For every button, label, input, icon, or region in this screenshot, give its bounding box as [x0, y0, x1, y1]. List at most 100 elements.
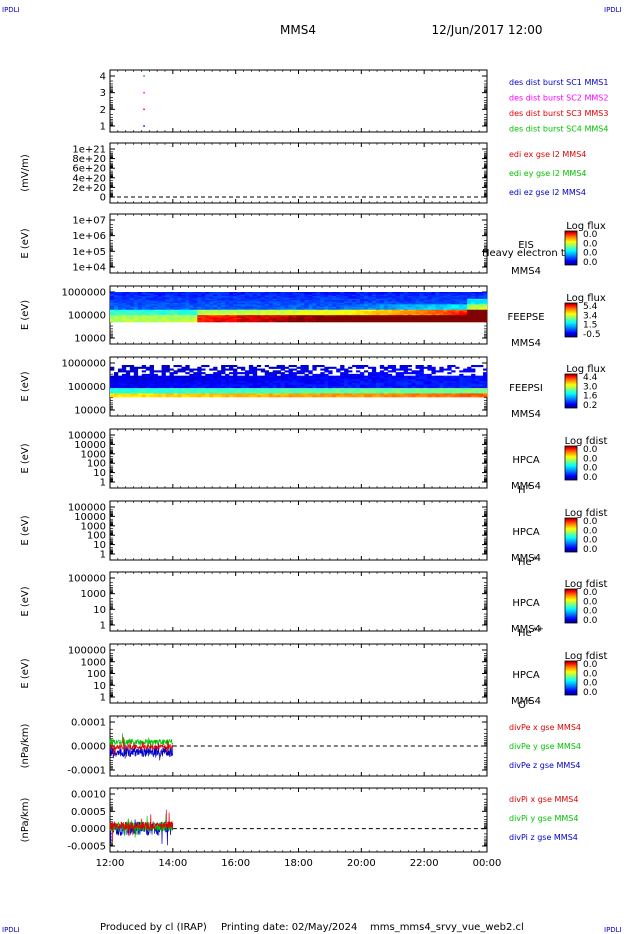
- spectrogram-cell: [288, 311, 293, 313]
- spectrogram-cell: [483, 319, 488, 321]
- spectrogram-cell: [427, 311, 432, 313]
- spectrogram-cell: [121, 309, 127, 312]
- spectrogram-cell: [173, 372, 178, 375]
- spectrogram-cell: [332, 384, 337, 387]
- spectrogram-cell: [137, 316, 143, 319]
- spectrogram-cell: [165, 389, 170, 392]
- spectrogram-cell: [360, 312, 365, 315]
- spectrogram-cell: [292, 375, 297, 378]
- spectrogram-cell: [431, 301, 436, 304]
- spectrogram-cell: [320, 375, 325, 378]
- spectrogram-cell: [312, 391, 317, 394]
- spectrogram-cell: [284, 377, 289, 380]
- spectrogram-cell: [244, 393, 250, 396]
- spectrogram-cell: [352, 386, 357, 389]
- spectrogram-cell: [475, 304, 480, 306]
- spectrogram-cell: [113, 373, 119, 376]
- spectrogram-cell: [463, 307, 468, 309]
- spectrogram-cell: [221, 375, 226, 378]
- spectrogram-cell: [383, 293, 389, 296]
- spectrogram-cell: [431, 315, 436, 317]
- spectrogram-cell: [177, 315, 182, 317]
- spectrogram-cell: [483, 294, 488, 297]
- spectrogram-cell: [240, 298, 246, 301]
- spectrogram-cell: [248, 393, 254, 396]
- spectrogram-cell: [284, 389, 289, 392]
- spectrogram-cell: [304, 389, 309, 392]
- spectrogram-cell: [197, 320, 202, 323]
- spectrogram-cell: [248, 391, 254, 394]
- spectrogram-cell: [367, 297, 373, 300]
- spectrogram-cell: [260, 384, 266, 387]
- spectrogram-cell: [304, 305, 309, 308]
- spectrogram-cell: [121, 317, 127, 320]
- spectrogram-cell: [137, 296, 143, 298]
- spectrogram-cell: [248, 372, 254, 375]
- spectrogram-cell: [391, 294, 397, 297]
- y-tick-label: 4e+20: [72, 173, 106, 184]
- spectrogram-cell: [137, 395, 143, 398]
- spectrogram-cell: [149, 388, 154, 391]
- spectrogram-cell: [113, 315, 119, 317]
- spectrogram-cell: [276, 308, 281, 311]
- spectrogram-cell: [336, 302, 341, 305]
- spectrogram-cell: [375, 296, 381, 298]
- spectrogram-cell: [225, 298, 230, 301]
- spectrogram-cell: [344, 297, 349, 300]
- spectrogram-cell: [336, 304, 341, 306]
- spectrogram-cell: [110, 308, 115, 311]
- spectrogram-cell: [161, 366, 166, 369]
- spectrogram-cell: [280, 366, 285, 369]
- spectrogram-cell: [288, 381, 293, 384]
- spectrogram-cell: [280, 320, 285, 323]
- spectrogram-cell: [229, 320, 234, 323]
- spectrogram-cell: [233, 316, 238, 319]
- spectrogram-cell: [256, 320, 262, 323]
- spectrogram-cell: [129, 302, 135, 305]
- spectrogram-cell: [256, 315, 262, 317]
- spectrogram-cell: [419, 296, 424, 298]
- spectrogram-cell: [133, 304, 139, 306]
- spectrogram-cell: [467, 302, 472, 305]
- spectrogram-cell: [344, 302, 349, 305]
- spectrogram-cell: [320, 294, 325, 297]
- spectrogram-cell: [280, 382, 285, 385]
- spectrogram-cell: [256, 393, 262, 396]
- spectrogram-cell: [423, 302, 428, 305]
- spectrogram-cell: [229, 297, 234, 300]
- spectrogram-cell: [463, 297, 468, 300]
- spectrogram-cell: [340, 388, 345, 391]
- spectrogram-cell: [363, 298, 369, 301]
- spectrogram-cell: [201, 297, 206, 300]
- spectrogram-cell: [129, 308, 135, 311]
- spectrogram-cell: [419, 301, 424, 304]
- spectrogram-cell: [439, 293, 444, 296]
- spectrogram-cell: [145, 319, 150, 321]
- spectrogram-cell: [244, 381, 250, 384]
- spectrogram-cell: [312, 309, 317, 312]
- spectrogram-cell: [169, 313, 174, 316]
- spectrogram-cell: [284, 302, 289, 305]
- spectrogram-cell: [169, 304, 174, 306]
- spectrogram-cell: [117, 382, 123, 385]
- spectrogram-cell: [475, 319, 480, 321]
- spectrogram-cell: [197, 391, 202, 394]
- spectrogram-cell: [117, 305, 123, 308]
- spectrogram-cell: [161, 372, 166, 375]
- spectrogram-cell: [213, 308, 218, 311]
- spectrogram-cell: [332, 317, 337, 320]
- spectrogram-cell: [205, 312, 210, 315]
- spectrogram-cell: [121, 315, 127, 317]
- spectrogram-cell: [240, 294, 246, 297]
- spectrogram-cell: [268, 373, 274, 376]
- spectrogram-cell: [217, 316, 222, 319]
- spectrogram-cell: [272, 304, 277, 306]
- y-tick-label: 100000: [68, 382, 106, 393]
- spectrogram-cell: [387, 292, 393, 294]
- spectrogram-cell: [439, 309, 444, 312]
- spectrogram-cell: [391, 296, 397, 298]
- spectrogram-cell: [221, 292, 226, 294]
- spectrogram-cell: [117, 315, 123, 317]
- spectrogram-cell: [157, 298, 162, 301]
- spectrogram-cell: [173, 293, 178, 296]
